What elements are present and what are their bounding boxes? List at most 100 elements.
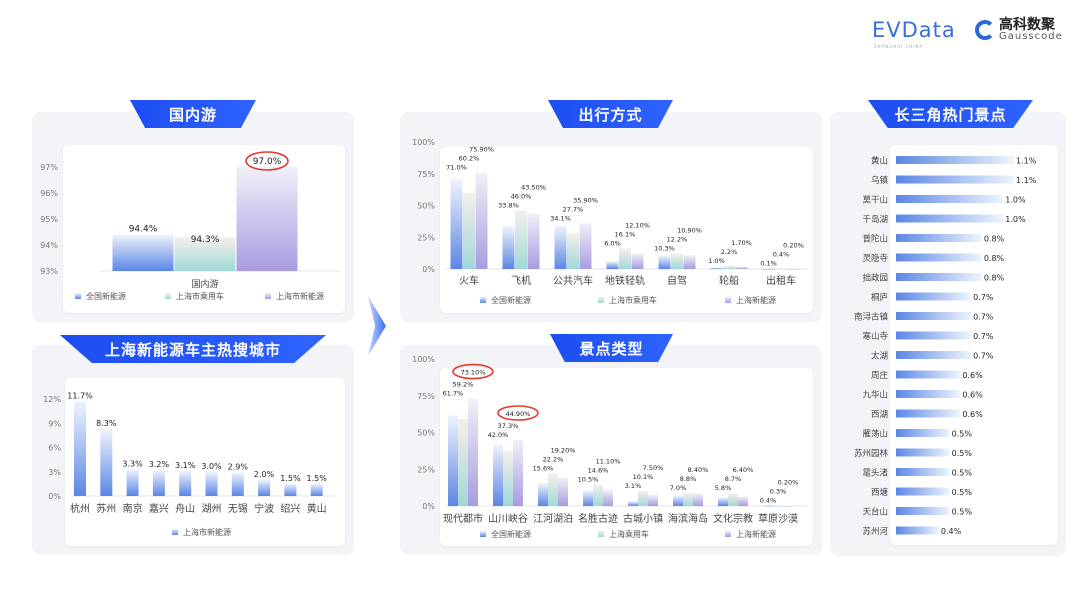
y-tick-label: 12% (43, 395, 61, 404)
data-label: 2.2% (721, 248, 738, 256)
spot-name: 灵隐寺 (862, 253, 888, 264)
spot-name: 西塘 (871, 487, 889, 498)
spot-name: 雁荡山 (862, 429, 888, 440)
spot-bar (896, 195, 1004, 203)
bar-飞机-2 (527, 213, 540, 269)
bar-名胜古迹-1 (593, 484, 603, 506)
y-tick-label: 50% (417, 429, 435, 438)
legend-swatch (265, 293, 271, 299)
category-label: 国内游 (191, 278, 218, 290)
bar-文化宗教-2 (738, 496, 748, 506)
bar-火车-2 (475, 172, 488, 269)
legend-label: 上海新能源 (736, 529, 776, 539)
spot-bar (896, 370, 961, 379)
bar-地铁轻轨-1 (619, 248, 631, 269)
spot-name: 苏州园林 (854, 448, 889, 459)
data-label: 8.40% (688, 466, 709, 474)
bar-出租车-2 (787, 268, 800, 270)
spot-value: 0.7% (973, 313, 994, 322)
data-label: 7.50% (643, 464, 664, 472)
spot-name: 苏州河 (862, 526, 888, 537)
bar-轮船-0 (710, 267, 723, 269)
legend-swatch (75, 293, 81, 299)
category-label: 江河湖泊 (533, 513, 573, 525)
legend-label: 全国新能源 (491, 529, 531, 539)
spot-bar (896, 468, 950, 476)
data-label: 10.90% (677, 227, 702, 235)
data-label: 8.3% (96, 419, 117, 428)
bar-古城小镇-2 (648, 494, 658, 506)
data-label: 2.0% (254, 470, 275, 479)
legend-swatch (480, 297, 486, 303)
bar-文化宗教-1 (728, 493, 738, 506)
section-title-domestic: 国内游 (130, 100, 256, 128)
y-tick-label: 95% (40, 215, 58, 224)
data-label: 3.2% (149, 460, 170, 469)
category-label: 嘉兴 (149, 502, 169, 515)
highlight-circle (245, 151, 289, 171)
y-tick-label: 9% (48, 419, 61, 428)
y-tick-label: 100% (412, 138, 435, 147)
y-tick-label: 93% (40, 267, 58, 276)
bar-海滨海岛-0 (673, 495, 683, 506)
category-label: 宁波 (254, 502, 274, 515)
spot-value: 0.4% (941, 527, 962, 536)
spot-bar (896, 409, 961, 418)
bar-黄山-0 (310, 483, 323, 496)
y-tick-label: 96% (40, 189, 58, 198)
data-label: 11.10% (596, 458, 621, 466)
bar-现代都市-2 (468, 398, 478, 506)
data-label: 0.20% (783, 241, 804, 249)
bar-轮船-1 (723, 266, 735, 269)
card-hot-spots (890, 145, 1058, 545)
data-label: 71.0% (446, 164, 467, 172)
data-label: 0.4% (760, 496, 777, 504)
category-label: 轮船 (719, 274, 739, 287)
y-tick-label: 25% (417, 465, 435, 474)
spot-bar (896, 351, 972, 359)
spot-name: 乌镇 (871, 175, 889, 186)
evdata-logo: EVData SHANGHAI CHINA (872, 18, 956, 49)
bar-名胜古迹-0 (583, 490, 593, 506)
bar-国内游-2 (236, 167, 298, 271)
spot-name: 太湖 (871, 351, 888, 362)
spot-bar (896, 507, 950, 515)
category-label: 黄山 (307, 502, 327, 515)
bar-舟山-0 (179, 470, 192, 496)
gausscode-logo: 高科数聚 Gausscode (975, 18, 1063, 42)
y-tick-label: 0% (422, 265, 435, 274)
data-label: 22.2% (543, 455, 564, 463)
data-label: 75.90% (469, 146, 494, 154)
bar-国内游-0 (112, 234, 174, 271)
data-label: 7.0% (670, 484, 687, 492)
data-label: 35.90% (573, 196, 598, 204)
y-tick-label: 75% (417, 170, 435, 179)
y-tick-label: 0% (48, 492, 61, 501)
bar-江河湖泊-0 (538, 483, 548, 506)
spot-name: 周庄 (871, 370, 889, 381)
data-label: 97.0% (253, 157, 282, 167)
gausscode-mark-icon (975, 20, 995, 40)
bar-宁波-0 (258, 479, 271, 496)
category-label: 无锡 (228, 502, 248, 515)
data-label: 11.7% (67, 391, 93, 400)
legend-label: 上海市乘用车 (176, 291, 224, 301)
y-tick-label: 25% (417, 233, 435, 242)
gausscode-en-name: Gausscode (999, 31, 1063, 42)
bar-飞机-0 (502, 226, 515, 269)
legend-swatch (725, 297, 731, 303)
spot-bar (896, 273, 982, 281)
bar-草原沙漠-2 (783, 505, 793, 507)
category-label: 绍兴 (280, 502, 300, 515)
data-label: 1.5% (307, 474, 328, 483)
bar-公共汽车-2 (579, 223, 592, 269)
bar-轮船-2 (735, 266, 748, 269)
category-label: 公共汽车 (553, 274, 593, 287)
spot-bar (896, 175, 1014, 184)
data-label: 12.10% (625, 222, 650, 230)
spot-value: 1.0% (1005, 215, 1026, 224)
data-label: 42.0% (488, 431, 509, 439)
data-label: 1.70% (731, 239, 752, 247)
spot-name: 寒山寺 (862, 331, 888, 342)
